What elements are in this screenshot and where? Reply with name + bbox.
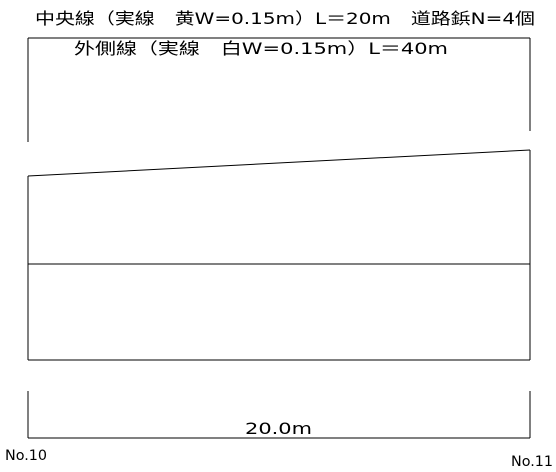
length-dimension-label: 20.0m	[245, 419, 312, 438]
center-line-label: 中央線（実線 黄W=0.15m）L＝20m 道路鋲N=4個	[35, 9, 535, 28]
drawing-lines	[27, 37, 531, 439]
outer-line-label: 外側線（実線 白W=0.15m）L＝40m	[74, 39, 448, 58]
station-left-label: No.10	[5, 448, 47, 464]
station-right-label: No.11	[511, 454, 553, 470]
road-top-edge	[27, 149, 531, 177]
